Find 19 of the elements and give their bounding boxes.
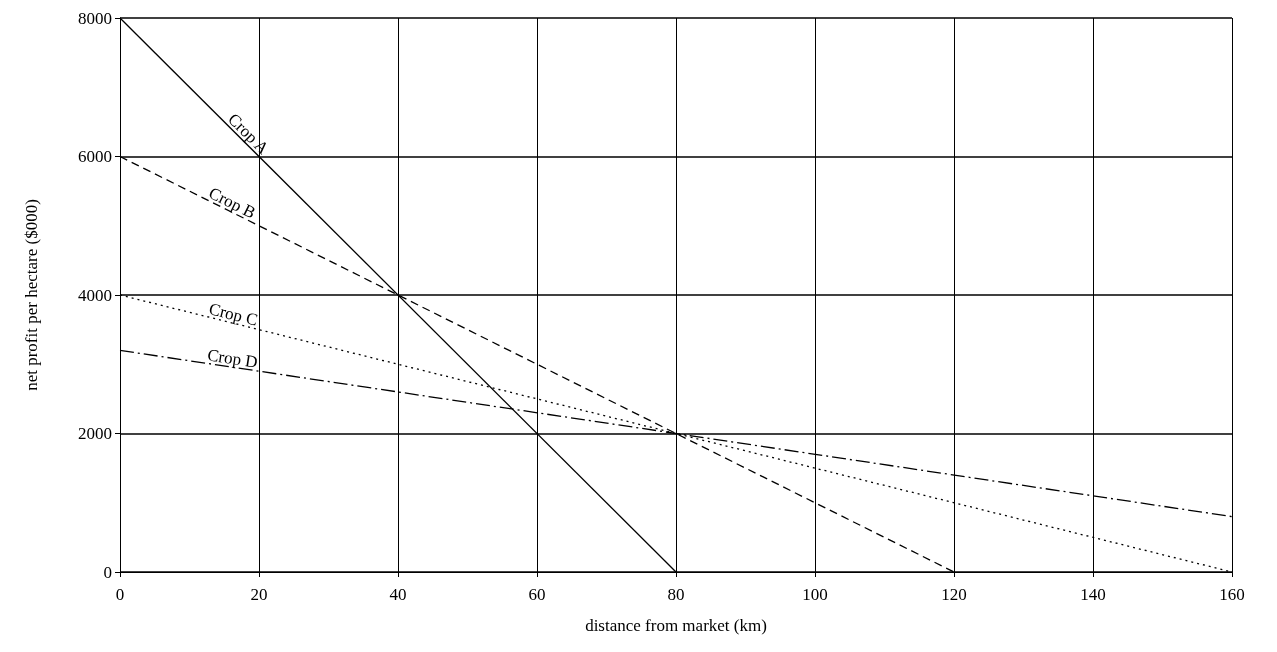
x-axis-title: distance from market (km) bbox=[585, 616, 767, 635]
x-tick-label: 40 bbox=[389, 585, 407, 604]
x-tick-label: 160 bbox=[1219, 585, 1245, 604]
x-tick-label: 80 bbox=[667, 585, 685, 604]
y-tick-label: 6000 bbox=[78, 147, 112, 166]
y-tick-label: 0 bbox=[103, 562, 112, 582]
y-tick-label: 8000 bbox=[78, 8, 112, 28]
x-tick-label: 120 bbox=[941, 585, 967, 604]
x-tick-label: 60 bbox=[528, 585, 546, 604]
y-tick-label: 2000 bbox=[78, 424, 112, 443]
x-tick-label: 140 bbox=[1080, 585, 1106, 604]
y-tick-label: 4000 bbox=[78, 285, 112, 305]
text: Crop C bbox=[206, 299, 260, 330]
text: Crop B bbox=[205, 183, 259, 223]
x-tick-label: 20 bbox=[250, 585, 268, 604]
x-tick-label: 100 bbox=[802, 585, 828, 604]
text: Crop D bbox=[206, 345, 259, 372]
y-axis-title: net profit per hectare ($000) bbox=[22, 199, 41, 391]
x-tick-label: 0 bbox=[115, 585, 125, 604]
